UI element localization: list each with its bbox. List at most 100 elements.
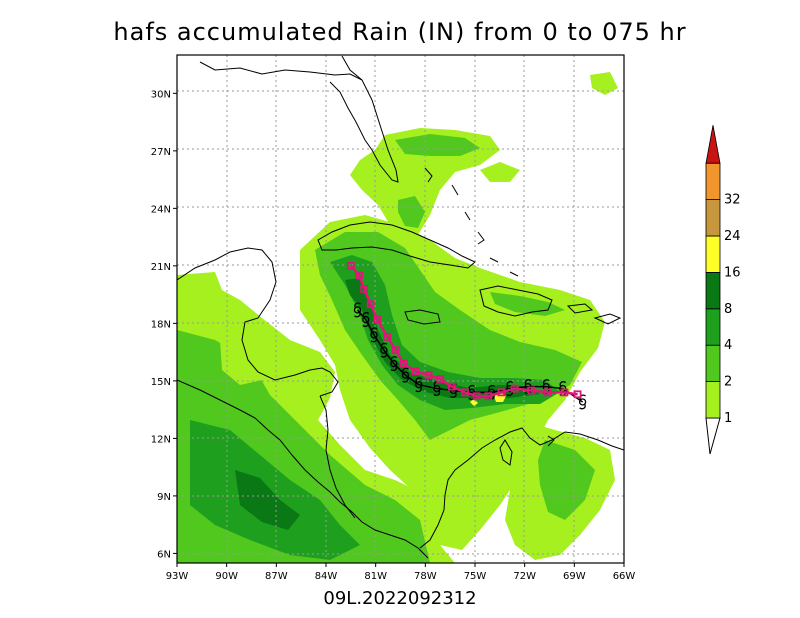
- rain-region-caribbean-4: [345, 278, 540, 398]
- coast-bahamas-5: [489, 257, 499, 263]
- lon-tick-label: 84W: [315, 571, 338, 582]
- coast-lake-maracaibo: [499, 439, 513, 466]
- colorbar-segment: [705, 235, 721, 273]
- plot-frame: [176, 54, 625, 564]
- coast-bahamas-1: [424, 167, 433, 183]
- colorbar-label: 32: [724, 193, 741, 208]
- coast-bahamas-2: [451, 184, 459, 196]
- map-title: hafs accumulated Rain (IN) from 0 to 075…: [113, 18, 687, 46]
- forecast-point-marker: [399, 359, 408, 368]
- lon-tick-label: 72W: [513, 571, 536, 582]
- lon-tick-label: 78W: [414, 571, 437, 582]
- forecast-point-marker: [436, 375, 445, 383]
- coastlines: [177, 55, 624, 559]
- lat-tick-label: 18N: [151, 319, 171, 330]
- lon-tick-label: 93W: [166, 571, 189, 582]
- hurricane-symbol-icon: [353, 302, 362, 318]
- forecast-point-marker: [573, 390, 582, 399]
- forecast-point-marker: [472, 392, 481, 401]
- lat-tick-label: 21N: [151, 262, 171, 273]
- lat-tick-label: 9N: [157, 492, 171, 503]
- rain-region-bahamas-2: [395, 134, 480, 156]
- hurricane-symbol-icon: [370, 327, 378, 343]
- colorbar-label: 2: [724, 375, 732, 390]
- coast-island-east: [593, 313, 622, 325]
- coast-mexico: [177, 247, 339, 397]
- forecast-point-marker: [497, 388, 506, 397]
- colorbar-label: 16: [724, 265, 741, 280]
- best-track-line: [356, 309, 584, 403]
- coast-antilles: [547, 435, 555, 447]
- hurricane-symbol-icon: [362, 312, 370, 327]
- lat-tick-label: 6N: [157, 549, 171, 560]
- forecast-point-marker: [461, 388, 469, 397]
- colorbar-low-tail: [705, 417, 721, 455]
- forecast-point-marker: [527, 386, 536, 395]
- lon-tick-label: 66W: [613, 571, 636, 582]
- coast-south-america: [419, 427, 624, 549]
- colorbar-segment: [705, 381, 721, 419]
- coast-central-america: [177, 379, 429, 559]
- coast-florida: [329, 79, 399, 183]
- colorbar-label: 24: [724, 229, 741, 244]
- colorbar-high-triangle: [705, 125, 721, 164]
- rain-region-caribbean-3: [330, 255, 560, 410]
- rain-region-central-america-3: [190, 420, 360, 560]
- rain-region-central-america-4: [235, 470, 300, 530]
- forecast-point-marker: [447, 382, 456, 391]
- rain-region-bahamas: [350, 128, 500, 240]
- coast-bahamas-4: [477, 231, 485, 245]
- coast-puerto-rico: [566, 303, 594, 314]
- latitude-axis: 30N 27N 24N 21N 18N 15N 12N 9N 6N: [151, 89, 177, 560]
- lon-tick-label: 81W: [364, 571, 387, 582]
- coast-caribbean-side: [319, 395, 356, 519]
- lat-tick-label: 27N: [151, 147, 171, 158]
- forecast-track: [346, 261, 582, 401]
- colorbar-segment: [705, 344, 721, 383]
- coast-bahamas-3: [464, 211, 471, 221]
- longitude-axis: 93W 90W 87W 84W 81W 78W 75W 72W 69W 66W: [166, 563, 636, 582]
- rain-region-east: [480, 162, 520, 182]
- lat-tick-label: 24N: [151, 204, 171, 215]
- forecast-point-marker: [411, 367, 420, 376]
- hurricane-symbol-icon: [415, 377, 423, 393]
- hurricane-symbol-icon: [380, 342, 388, 358]
- forecast-point-marker: [543, 388, 552, 397]
- colorbar-segment: [705, 162, 721, 200]
- colorbar-label: 1: [724, 411, 732, 426]
- coast-gulf-north: [199, 61, 363, 81]
- coast-bahamas-6: [509, 271, 519, 277]
- lon-tick-label: 90W: [215, 571, 238, 582]
- map-subtitle: 09L.2022092312: [323, 588, 477, 609]
- lat-tick-label: 15N: [151, 377, 171, 388]
- colorbar-segment: [705, 271, 721, 310]
- forecast-point-marker: [360, 284, 368, 293]
- coast-jamaica: [404, 309, 441, 325]
- hurricane-symbol-icon: [390, 356, 398, 372]
- forecast-point-marker: [355, 271, 364, 280]
- forecast-point-marker: [560, 388, 569, 397]
- forecast-point-marker: [484, 392, 493, 401]
- colorbar-segment: [705, 199, 721, 237]
- coast-florida-east: [341, 55, 363, 81]
- forecast-point-marker: [424, 371, 433, 380]
- colorbar-segment: [705, 308, 721, 346]
- lat-tick-label: 12N: [151, 434, 171, 445]
- colorbar-label: 8: [724, 302, 732, 317]
- forecast-point-marker: [510, 384, 519, 393]
- forecast-point-marker: [383, 332, 392, 341]
- forecast-track-line: [349, 265, 578, 398]
- colorbar-label: 4: [724, 338, 732, 353]
- rain-region-east-2: [590, 72, 618, 95]
- coast-hispaniola: [479, 285, 553, 317]
- lon-tick-label: 75W: [464, 571, 487, 582]
- lat-tick-label: 30N: [151, 89, 171, 100]
- forecast-point-marker: [346, 261, 355, 270]
- rain-region-west: [190, 285, 215, 310]
- coast-cuba: [317, 221, 476, 269]
- rain-region-south-2: [538, 440, 595, 520]
- lon-tick-label: 87W: [265, 571, 288, 582]
- rain-region-peak-yellow-2: [470, 399, 478, 406]
